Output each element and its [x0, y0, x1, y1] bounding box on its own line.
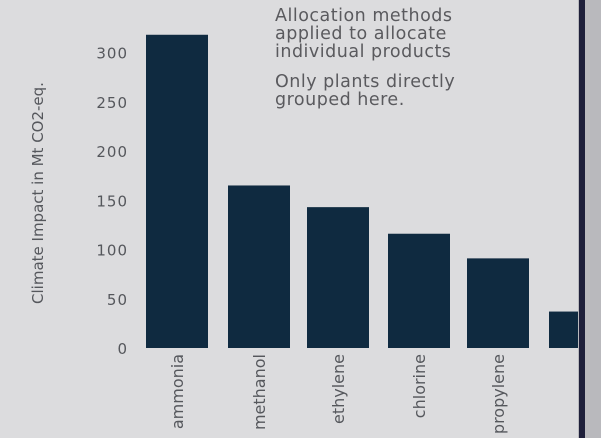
y-tick-label: 250	[96, 94, 128, 112]
x-tick-label: propylene	[489, 354, 508, 434]
note-line-1: Allocation methods	[275, 6, 453, 26]
y-tick-label: 300	[96, 45, 128, 63]
note-line-5: grouped here.	[275, 90, 405, 110]
x-tick-label: ammonia	[168, 354, 187, 429]
note-line-2: applied to allocate	[275, 24, 447, 44]
window-edge-line	[579, 0, 585, 438]
x-tick-label: methanol	[250, 354, 269, 430]
y-tick-label: 200	[96, 143, 128, 161]
bar-ethene	[549, 311, 578, 348]
bar-propylene	[467, 258, 529, 348]
bar-ethylene	[307, 207, 369, 348]
y-axis-label: Climate Impact in Mt CO2-eq.	[29, 82, 47, 304]
note-line-3: individual products	[275, 42, 452, 62]
bar-ammonia	[146, 34, 208, 349]
y-tick-label: 100	[96, 242, 128, 260]
note-line-4: Only plants directly	[275, 72, 456, 92]
y-tick-label: 50	[107, 291, 128, 309]
y-tick-label: 0	[117, 340, 128, 358]
y-tick-label: 150	[96, 192, 128, 210]
x-tick-label: chlorine	[410, 354, 429, 418]
x-tick-label: ethylene	[329, 354, 348, 424]
bar-methanol	[228, 185, 290, 348]
bar-chlorine	[388, 233, 450, 348]
